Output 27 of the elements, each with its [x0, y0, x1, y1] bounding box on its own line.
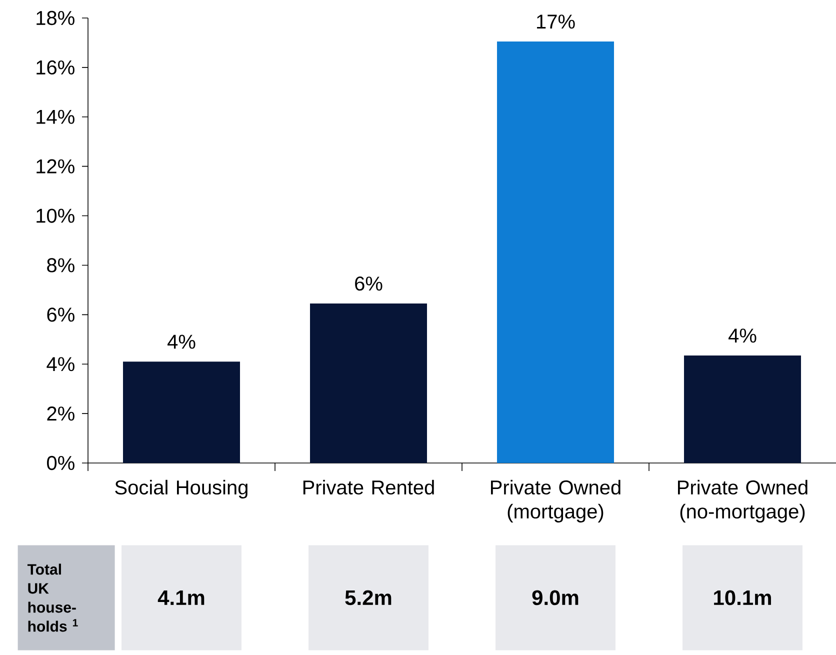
bar: [684, 355, 802, 463]
bar: [123, 362, 240, 463]
data-label: 4%: [728, 328, 756, 343]
text: 4.1m: [158, 590, 204, 605]
x-tick-label: Private Rented: [303, 480, 434, 495]
x-tick-label: Social Housing: [115, 480, 248, 499]
text: 5.2m: [345, 590, 392, 606]
y-tick-label: 0%: [47, 456, 74, 470]
y-tick-label: 12%: [36, 159, 74, 174]
y-tick-label: 8%: [47, 258, 74, 272]
data-label: 4%: [168, 334, 196, 349]
y-tick-label: 16%: [36, 60, 74, 75]
text: 10.1m: [714, 590, 771, 606]
y-tick-label: 2%: [47, 406, 74, 421]
bar: [497, 41, 614, 463]
y-tick-label: 6%: [47, 308, 74, 322]
x-tick-label: Private Owned (no-mortgage): [678, 480, 808, 523]
data-label: 6%: [355, 276, 382, 291]
data-label: 17%: [537, 14, 575, 29]
y-tick-label: 10%: [36, 208, 74, 223]
y-tick-label: 4%: [46, 357, 74, 372]
y-tick-label: 14%: [36, 110, 74, 124]
text: 9.0m: [532, 590, 578, 606]
x-tick-label: Private Owned (mortgage): [491, 480, 620, 523]
text: Total UK house-holds $^{1}$: [27, 564, 78, 632]
y-tick-label: 18%: [36, 10, 74, 26]
bar: [310, 304, 428, 463]
